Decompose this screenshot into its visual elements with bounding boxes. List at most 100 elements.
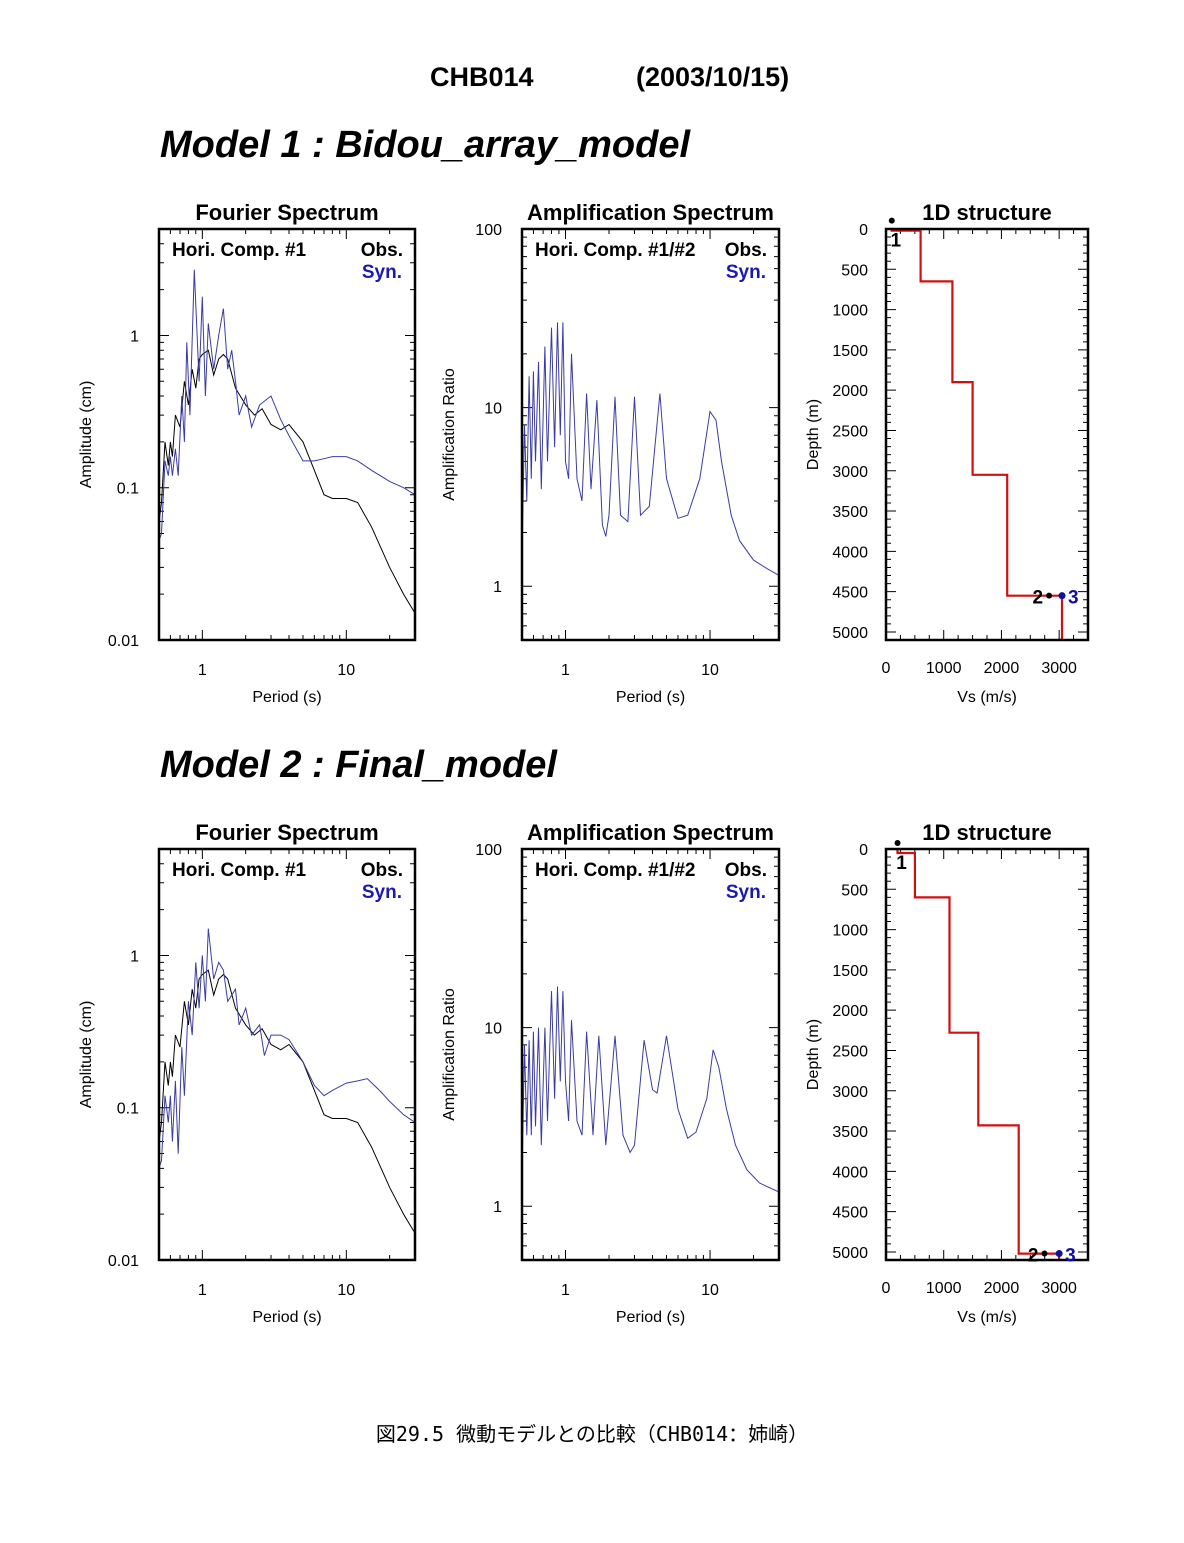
figure-caption: 図29.5 微動モデルとの比較（CHB014：姉崎）	[375, 1422, 809, 1446]
model2-structure-marker-label: 2	[1028, 1246, 1039, 1267]
model1-fourier-component-label: Hori. Comp. #1	[172, 240, 307, 261]
model2-fourier-xlabel: Period (s)	[252, 1309, 321, 1326]
model1-fourier-title: Fourier Spectrum	[195, 200, 378, 225]
model2-structure-ytick-label: 5000	[832, 1245, 868, 1262]
model1-amplification-legend-syn: Syn.	[726, 262, 766, 283]
model2-fourier-legend-obs: Obs.	[361, 860, 403, 881]
model1-amplification-series-syn	[521, 322, 780, 576]
model1-structure-ytick-label: 1500	[832, 343, 868, 360]
model2-structure-marker-dot	[1041, 1250, 1048, 1257]
model1-structure-xtick-label: 1000	[926, 660, 962, 677]
model2-fourier-ticks	[158, 848, 416, 1261]
model1-fourier-legend-obs: Obs.	[361, 240, 403, 261]
model2-fourier-legend-syn: Syn.	[362, 882, 402, 903]
model2-structure-ytick-label: 2000	[832, 1003, 868, 1020]
model2-structure-ytick-label: 1500	[832, 963, 868, 980]
model2-structure-marker-label: 1	[896, 853, 907, 874]
model1-amplification-xtick-label: 10	[701, 662, 719, 679]
model1-structure-marker-dot	[1058, 592, 1066, 600]
model-2-title: Model 2 : Final_model	[160, 744, 557, 786]
model2-fourier-component-label: Hori. Comp. #1	[172, 860, 307, 881]
model2-structure-frame	[884, 847, 1090, 1262]
model1-structure-marker-dot	[1046, 592, 1053, 599]
model1-amplification-ytick-label: 1	[493, 579, 502, 596]
model1-structure-ytick-label: 2000	[832, 383, 868, 400]
model1-structure-ytick-label: 1000	[832, 303, 868, 320]
model2-fourier-ytick-label: 1	[130, 948, 139, 965]
model2-structure-ylabel: Depth (m)	[805, 1019, 822, 1090]
model1-structure-marker-label: 1	[890, 231, 901, 252]
model2-amplification-xtick-label: 10	[701, 1282, 719, 1299]
model2-fourier-frame	[157, 847, 417, 1262]
model1-structure-ytick-label: 2500	[832, 423, 868, 440]
model1-amplification-title: Amplification Spectrum	[527, 200, 774, 225]
model1-amplification-ylabel: Amplification Ratio	[441, 368, 458, 501]
model1-fourier-xtick-label: 10	[337, 662, 355, 679]
model1-amplification-frame	[520, 227, 781, 642]
model1-structure-ylabel: Depth (m)	[805, 399, 822, 470]
model1-fourier-xlabel: Period (s)	[252, 689, 321, 706]
model1-amplification-xlabel: Period (s)	[616, 689, 685, 706]
model2-fourier-series-syn	[158, 928, 416, 1169]
model1-structure-ytick-label: 0	[859, 222, 868, 239]
model2-fourier-xtick-label: 10	[337, 1282, 355, 1299]
model1-fourier-series-obs	[158, 349, 416, 614]
model2-amplification-frame	[520, 847, 781, 1262]
model1-structure-xtick-label: 0	[882, 660, 891, 677]
model2-structure-title: 1D structure	[922, 820, 1052, 845]
model2-structure-xtick-label: 1000	[926, 1280, 962, 1297]
model2-structure-marker-dot	[894, 840, 901, 847]
model2-amplification-ytick-label: 1	[493, 1199, 502, 1216]
model2-structure-ytick-label: 2500	[832, 1043, 868, 1060]
model2-structure-ticks	[885, 848, 1089, 1261]
model2-fourier-ytick-label: 0.1	[117, 1101, 139, 1118]
model1-fourier-xtick-label: 1	[198, 662, 207, 679]
model2-structure-xtick-label: 0	[882, 1280, 891, 1297]
model2-amplification-ylabel: Amplification Ratio	[441, 988, 458, 1121]
model1-structure-frame	[884, 227, 1090, 642]
model1-amplification-xtick-label: 1	[561, 662, 570, 679]
model2-amplification-title: Amplification Spectrum	[527, 820, 774, 845]
model2-amplification-ytick-label: 100	[475, 842, 502, 859]
model2-fourier-series-obs	[158, 969, 416, 1234]
model1-structure-ytick-label: 3500	[832, 504, 868, 521]
model2-structure-marker-label: 3	[1065, 1246, 1076, 1267]
model1-structure-marker-label: 3	[1068, 588, 1079, 609]
model2-amplification-component-label: Hori. Comp. #1/#2	[535, 860, 696, 881]
model-1-title: Model 1 : Bidou_array_model	[160, 124, 691, 166]
model2-structure-ytick-label: 3500	[832, 1124, 868, 1141]
model1-amplification-component-label: Hori. Comp. #1/#2	[535, 240, 696, 261]
model2-structure-ytick-label: 500	[841, 882, 868, 899]
model1-fourier-ytick-label: 0.1	[117, 481, 139, 498]
model2-structure-xtick-label: 2000	[984, 1280, 1020, 1297]
model2-structure-xlabel: Vs (m/s)	[957, 1309, 1017, 1326]
model2-amplification-legend-obs: Obs.	[725, 860, 767, 881]
model1-structure-xtick-label: 2000	[984, 660, 1020, 677]
model1-structure-ytick-label: 5000	[832, 625, 868, 642]
model1-structure-vs-profile	[890, 229, 1064, 640]
model2-structure-vs-profile	[896, 849, 1061, 1260]
model1-fourier-ytick-label: 1	[130, 328, 139, 345]
model1-structure-title: 1D structure	[922, 200, 1052, 225]
model1-structure-xtick-label: 3000	[1041, 660, 1077, 677]
date-label: (2003/10/15)	[636, 62, 790, 92]
model2-fourier-ylabel: Amplitude (cm)	[78, 1001, 95, 1109]
model1-amplification-ytick-label: 100	[475, 222, 502, 239]
model1-structure-ytick-label: 4000	[832, 544, 868, 561]
model1-fourier-series-syn	[158, 269, 416, 541]
model1-structure-xlabel: Vs (m/s)	[957, 689, 1017, 706]
model2-amplification-ytick-label: 10	[484, 1021, 502, 1038]
model1-structure-marker-label: 2	[1033, 588, 1044, 609]
model2-structure-xtick-label: 3000	[1041, 1280, 1077, 1297]
model2-fourier-ytick-label: 0.01	[108, 1253, 139, 1270]
model2-structure-ytick-label: 4000	[832, 1164, 868, 1181]
model1-structure-ytick-label: 4500	[832, 585, 868, 602]
model2-structure-ytick-label: 3000	[832, 1084, 868, 1101]
model2-amplification-xlabel: Period (s)	[616, 1309, 685, 1326]
model1-fourier-frame	[157, 227, 417, 642]
model2-structure-marker-dot	[1055, 1250, 1063, 1258]
model2-amplification-series-syn	[521, 986, 780, 1193]
model2-structure-ytick-label: 0	[859, 842, 868, 859]
